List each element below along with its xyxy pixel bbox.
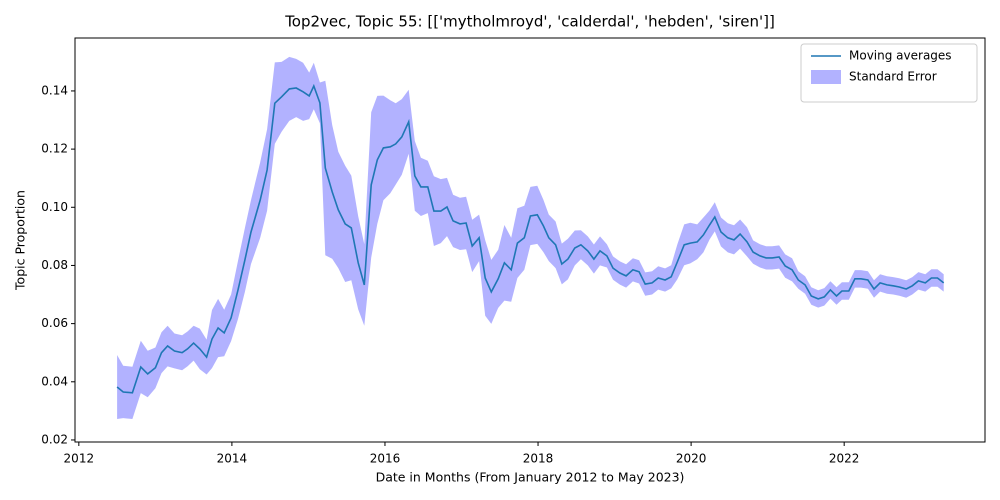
- error-band: [117, 56, 944, 420]
- x-tick-label: 2018: [523, 452, 554, 466]
- line: [116, 83, 945, 394]
- x-tick-label: 2012: [64, 452, 95, 466]
- x-tick-label: 2020: [676, 452, 707, 466]
- x-tick-label: 2014: [217, 452, 248, 466]
- legend-swatch: [811, 70, 841, 84]
- x-axis-label: Date in Months (From January 2012 to May…: [376, 470, 685, 485]
- chart-title: Top2vec, Topic 55: [['mytholmroyd', 'cal…: [284, 13, 775, 31]
- y-tick-label: 0.04: [41, 374, 68, 388]
- y-tick-label: 0.02: [41, 432, 68, 446]
- y-tick-label: 0.10: [41, 200, 68, 214]
- x-tick-label: 2016: [370, 452, 401, 466]
- x-tick-label: 2022: [829, 452, 860, 466]
- legend-label: Moving averages: [849, 49, 952, 63]
- y-axis-label: Topic Proportion: [13, 190, 28, 291]
- y-tick-label: 0.08: [41, 258, 68, 272]
- y-tick-label: 0.06: [41, 316, 68, 330]
- y-tick-label: 0.12: [41, 142, 68, 156]
- legend: Moving averages Standard Error: [800, 43, 978, 103]
- y-tick-label: 0.14: [41, 83, 68, 97]
- legend-label: Standard Error: [849, 70, 937, 84]
- legend-box: [800, 43, 978, 103]
- plot-frame: [74, 37, 986, 443]
